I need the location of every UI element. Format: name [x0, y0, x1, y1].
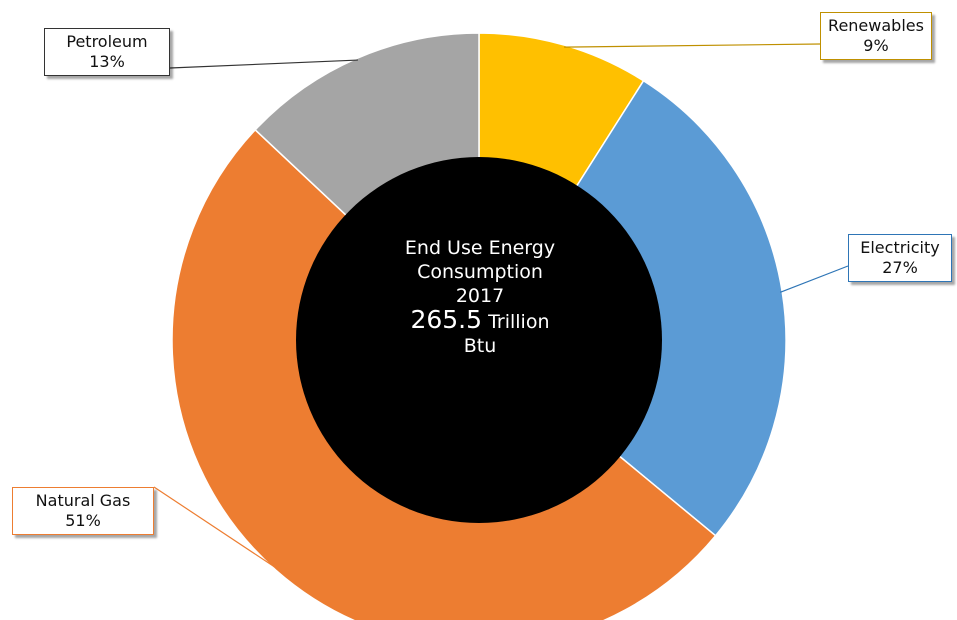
center-total-unit-2: Btu	[463, 335, 497, 357]
leader-line-petroleum	[169, 59, 358, 69]
leader-line-electricity	[780, 265, 849, 293]
slice-value-natural-gas: 51%	[65, 511, 101, 530]
center-label: End Use Energy Consumption 2017 265.5 Tr…	[330, 236, 630, 358]
center-title-line-2: Consumption	[417, 261, 543, 283]
center-total-unit: Trillion	[488, 311, 550, 333]
slice-name-petroleum: Petroleum	[66, 32, 148, 51]
data-label-petroleum: Petroleum 13%	[44, 28, 170, 76]
donut-center	[296, 157, 662, 523]
center-year: 2017	[455, 285, 505, 307]
data-label-electricity: Electricity 27%	[848, 234, 952, 282]
data-label-renewables: Renewables 9%	[820, 12, 932, 60]
leader-lines	[153, 43, 849, 570]
slice-value-electricity: 27%	[882, 258, 918, 277]
leader-line-natural-gas	[153, 486, 278, 570]
slice-value-renewables: 9%	[863, 36, 889, 55]
leader-line-renewables	[564, 43, 821, 48]
slice-name-renewables: Renewables	[828, 16, 924, 35]
slice-value-petroleum: 13%	[89, 52, 125, 71]
center-title-line-1: End Use Energy	[404, 237, 556, 259]
center-total-value: 265.5	[410, 305, 483, 334]
slice-name-electricity: Electricity	[860, 238, 940, 257]
data-label-natural-gas: Natural Gas 51%	[12, 487, 154, 535]
slice-name-natural-gas: Natural Gas	[35, 491, 131, 510]
